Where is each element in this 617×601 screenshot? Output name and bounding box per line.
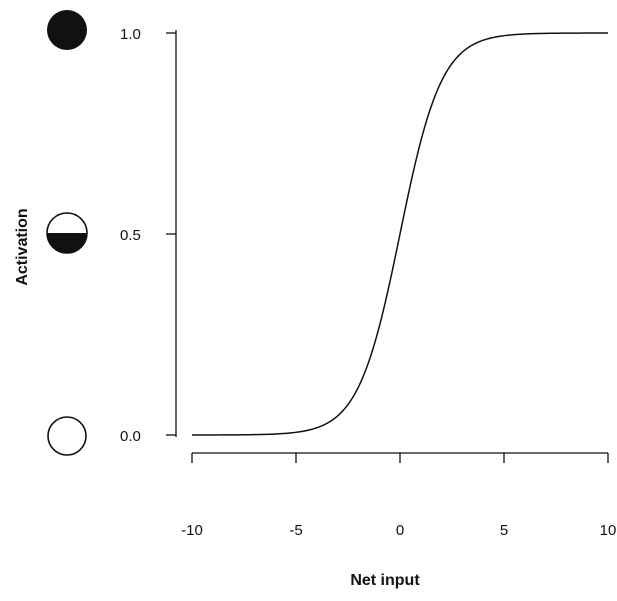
x-tick-label: -5 <box>289 522 302 539</box>
x-tick-label: 5 <box>500 522 508 539</box>
empty-circle-icon <box>47 416 87 456</box>
y-tick-label-1: 1.0 <box>120 26 141 43</box>
x-axis-title: Net input <box>350 572 420 589</box>
x-tick-label: -10 <box>181 522 203 539</box>
filled-circle-icon <box>47 10 87 50</box>
x-tick-label: 0 <box>396 522 404 539</box>
y-tick-label-0-5: 0.5 <box>120 227 141 244</box>
half-filled-circle-icon <box>46 212 88 254</box>
y-tick-label-0: 0.0 <box>120 428 141 445</box>
x-tick-label: 10 <box>600 522 617 539</box>
y-axis-title: Activation <box>14 208 31 285</box>
logistic-curve <box>192 32 608 436</box>
x-ticks: -10 -5 0 5 10 <box>181 453 616 539</box>
